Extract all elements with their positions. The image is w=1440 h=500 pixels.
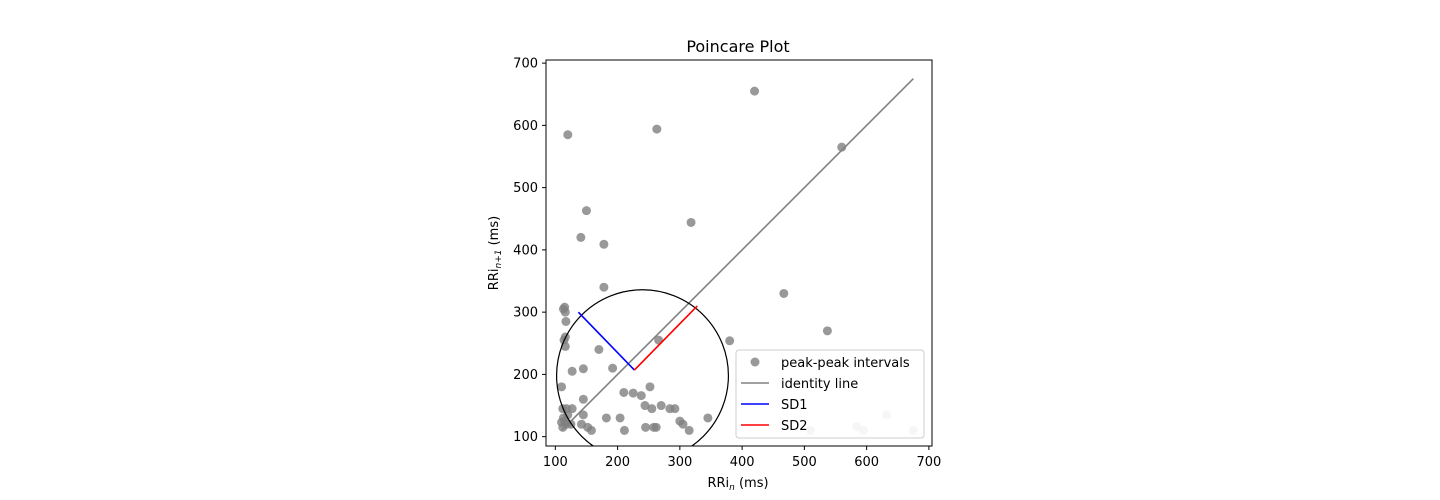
data-point <box>599 239 609 249</box>
x-tick-label: 100 <box>543 455 568 470</box>
data-point <box>703 413 713 423</box>
data-point <box>619 425 629 435</box>
y-axis-label-unit: (ms) <box>487 216 502 250</box>
data-point <box>594 345 604 354</box>
y-axis-label-sub: n+1 <box>494 250 504 269</box>
data-point <box>567 404 577 414</box>
y-tick-label: 200 <box>513 368 538 383</box>
data-point <box>641 422 651 432</box>
x-tick-label: 700 <box>916 455 941 470</box>
data-point <box>599 282 609 292</box>
data-point <box>608 363 618 373</box>
data-point <box>619 387 629 397</box>
data-point <box>560 307 570 317</box>
y-axis-label: RRin+1 (ms) <box>487 216 504 290</box>
y-tick-label: 400 <box>513 243 538 258</box>
x-tick-label: 200 <box>605 455 630 470</box>
legend-label-identity: identity line <box>781 377 858 392</box>
data-point <box>586 425 596 435</box>
x-tick-label: 400 <box>730 455 755 470</box>
x-axis-label-main: RRi <box>707 476 729 491</box>
y-tick-label: 600 <box>513 119 538 134</box>
legend: peak-peak intervals identity line SD1 SD… <box>735 349 925 439</box>
data-point <box>567 366 577 376</box>
data-point <box>779 288 789 298</box>
plot-frame <box>545 59 933 447</box>
y-axis: 100 200 300 400 500 600 700 <box>513 57 546 445</box>
data-point <box>601 413 611 423</box>
y-tick-label: 500 <box>513 181 538 196</box>
x-tick-label: 600 <box>854 455 879 470</box>
data-point <box>651 422 661 432</box>
data-point <box>563 130 573 140</box>
data-point <box>636 391 646 401</box>
y-tick-label: 100 <box>513 430 538 445</box>
data-point <box>725 336 735 346</box>
x-axis-label-sub: n <box>729 483 735 493</box>
x-tick-label: 300 <box>667 455 692 470</box>
data-point <box>615 413 625 423</box>
data-point <box>656 401 666 411</box>
data-point <box>647 404 657 414</box>
data-point <box>576 232 586 242</box>
data-point <box>652 124 662 134</box>
legend-label-sd1: SD1 <box>781 398 808 413</box>
data-point <box>561 316 571 326</box>
sd-ellipse <box>556 289 729 446</box>
legend-label-sd2: SD2 <box>781 419 808 434</box>
data-point <box>557 417 567 427</box>
data-point <box>750 86 760 96</box>
chart-title: Poincare Plot <box>686 37 789 56</box>
data-point <box>670 404 680 414</box>
data-point <box>557 382 567 392</box>
x-axis-label-unit: (ms) <box>735 476 769 491</box>
data-point <box>686 217 696 227</box>
data-point <box>678 419 688 429</box>
legend-marker-points <box>750 357 760 367</box>
sd2-line <box>633 305 698 371</box>
data-point <box>645 382 655 392</box>
identity-line <box>560 78 914 432</box>
legend-label-points: peak-peak intervals <box>781 356 910 371</box>
x-tick-label: 500 <box>792 455 817 470</box>
y-axis-label-main: RRi <box>487 269 502 291</box>
x-axis: 100 200 300 400 500 600 700 <box>543 446 941 470</box>
data-point <box>578 394 588 404</box>
data-point <box>640 401 650 411</box>
data-point <box>822 326 832 336</box>
data-point <box>837 142 847 152</box>
sd1-line <box>577 311 635 371</box>
data-point <box>628 388 638 398</box>
x-axis-label: RRin (ms) <box>707 476 768 493</box>
data-point <box>578 364 588 374</box>
data-point <box>581 206 591 216</box>
y-tick-label: 300 <box>513 306 538 321</box>
y-tick-label: 700 <box>513 57 538 72</box>
data-point <box>578 410 588 420</box>
legend-box <box>735 349 925 439</box>
data-point <box>684 425 694 435</box>
